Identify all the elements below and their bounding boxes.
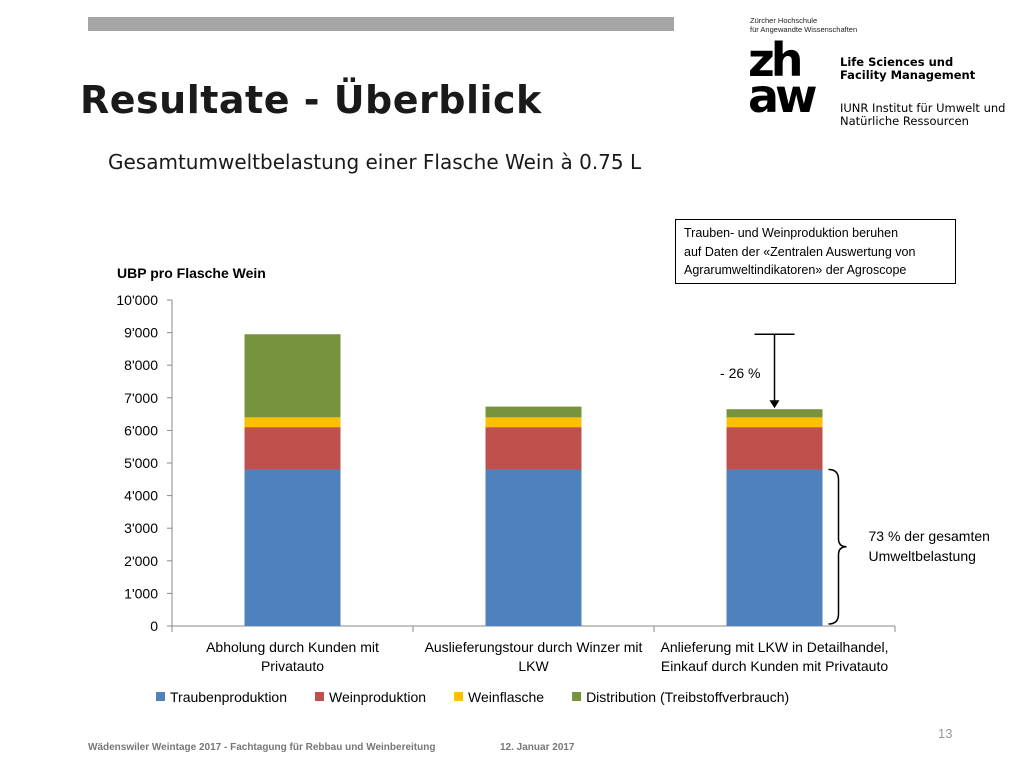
x-tick-label: Privatauto — [261, 658, 324, 674]
y-tick-label: 0 — [150, 618, 158, 634]
x-tick-label: Einkauf durch Kunden mit Privatauto — [661, 658, 888, 674]
bar-segment — [726, 409, 823, 418]
bar-segment — [726, 469, 823, 626]
note-line-2: auf Daten der «Zentralen Auswertung von — [684, 244, 916, 259]
logo-mark: zh aw — [748, 33, 818, 123]
logo-institute: IUNR Institut für Umwelt und Natürliche … — [840, 102, 1005, 128]
x-tick-label: LKW — [518, 658, 549, 674]
legend-label: Distribution (Treibstoffverbrauch) — [586, 689, 789, 705]
reduction-label: - 26 % — [720, 365, 760, 381]
bar-segment — [244, 427, 341, 470]
bar-segment — [244, 334, 341, 418]
bar-segment — [485, 417, 582, 428]
zhaw-logo: Zürcher Hochschule für Angewandte Wissen… — [748, 16, 1018, 136]
logo-mark-line2: aw — [748, 69, 818, 123]
logo-dept-line1: Life Sciences und — [840, 55, 954, 69]
bar-segment — [244, 417, 341, 428]
y-tick-label: 5'000 — [124, 455, 158, 471]
legend-label: Weinflasche — [468, 689, 544, 705]
logo-dept-line2: Facility Management — [840, 68, 976, 82]
y-tick-label: 2'000 — [124, 553, 158, 569]
bar-segment — [244, 469, 341, 626]
legend-swatch — [572, 692, 582, 701]
y-tick-label: 4'000 — [124, 488, 158, 504]
logo-mark-line1: zh — [748, 33, 804, 87]
x-tick-label: Abholung durch Kunden mit — [206, 639, 379, 655]
bar-segment — [726, 417, 823, 428]
note-line-1: Trauben- und Weinproduktion beruhen — [684, 226, 899, 240]
note-line-3: Agrarumweltindikatoren» der Agroscope — [684, 263, 907, 277]
logo-school-line1: Zürcher Hochschule — [750, 16, 818, 25]
legend-label: Traubenproduktion — [170, 689, 287, 705]
x-tick-label: Auslieferungstour durch Winzer mit — [425, 639, 643, 655]
y-tick-label: 3'000 — [124, 520, 158, 536]
y-tick-label: 10'000 — [116, 292, 158, 308]
data-source-note: Trauben- und Weinproduktion beruhen auf … — [675, 219, 956, 284]
y-tick-label: 8'000 — [124, 357, 158, 373]
page-number: 13 — [938, 726, 953, 741]
share-brace — [828, 468, 847, 625]
title-accent-bar — [88, 17, 674, 31]
y-axis-label: UBP pro Flasche Wein — [117, 265, 266, 281]
footer-date: 12. Januar 2017 — [500, 742, 575, 753]
slide-subtitle: Gesamtumweltbelastung einer Flasche Wein… — [108, 150, 642, 174]
reduction-arrow-head — [769, 400, 780, 409]
logo-department: Life Sciences und Facility Management — [840, 56, 975, 82]
y-tick-label: 6'000 — [124, 422, 158, 438]
bar-segment — [485, 469, 582, 626]
y-tick-label: 7'000 — [124, 390, 158, 406]
logo-inst-line1: IUNR Institut für Umwelt und — [840, 101, 1006, 115]
logo-inst-line2: Natürliche Ressourcen — [840, 114, 969, 128]
bar-segment — [485, 427, 582, 470]
legend-swatch — [156, 692, 165, 701]
y-tick-label: 9'000 — [124, 325, 158, 341]
bar-segment — [726, 427, 823, 470]
bar-segment — [485, 406, 582, 418]
x-tick-label: Anlieferung mit LKW in Detailhandel, — [660, 639, 888, 655]
footer-event: Wädenswiler Weintage 2017 - Fachtagung f… — [88, 742, 436, 753]
legend-label: Weinproduktion — [329, 689, 426, 705]
logo-school-line2: für Angewandte Wissenschaften — [750, 25, 858, 34]
legend-swatch — [454, 692, 464, 701]
share-label-line1: 73 % der gesamten — [869, 528, 990, 544]
legend-swatch — [315, 692, 325, 701]
logo-school-name: Zürcher Hochschule für Angewandte Wissen… — [750, 16, 857, 34]
y-tick-label: 1'000 — [124, 585, 158, 601]
slide-title: Resultate - Überblick — [80, 78, 542, 122]
share-label-line2: Umweltbelastung — [869, 548, 976, 564]
